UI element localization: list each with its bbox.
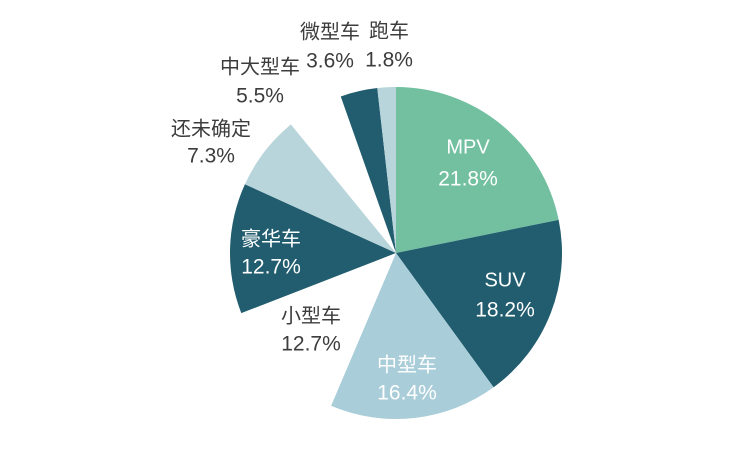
pie-slice-mpv <box>396 87 559 253</box>
slice-percent-mid-large: 5.5% <box>236 85 284 108</box>
pie-slice-micro <box>340 88 396 253</box>
slice-label-mid-large: 中大型车 <box>220 55 300 78</box>
slice-percent-sports: 1.8% <box>365 49 413 72</box>
slice-percent-mpv: 21.8% <box>438 168 498 191</box>
pie-slice-small <box>241 253 396 406</box>
slice-percent-mid-size: 16.4% <box>377 382 437 405</box>
slice-label-luxury: 豪华车 <box>241 227 301 250</box>
pie-slice-mid-large <box>290 96 396 254</box>
slice-percent-small: 12.7% <box>281 333 341 356</box>
slice-label-suv: SUV <box>484 269 526 291</box>
slice-label-mid-size: 中型车 <box>377 353 437 376</box>
pie-slice-sports <box>377 87 396 253</box>
slice-label-sports: 跑车 <box>369 19 409 42</box>
slice-label-undecided: 还未确定 <box>171 117 251 140</box>
slice-percent-undecided: 7.3% <box>187 145 235 168</box>
pie-slice-suv <box>396 219 563 388</box>
pie-slice-mid-size <box>331 253 494 420</box>
slice-label-mpv: MPV <box>446 136 490 158</box>
slice-percent-micro: 3.6% <box>306 50 354 73</box>
pie-slice-undecided <box>244 124 396 254</box>
slice-label-micro: 微型车 <box>300 20 360 43</box>
slice-label-small: 小型车 <box>281 304 341 327</box>
slice-percent-luxury: 12.7% <box>241 256 301 279</box>
slice-percent-suv: 18.2% <box>475 299 535 322</box>
pie-slice-luxury <box>229 184 396 314</box>
